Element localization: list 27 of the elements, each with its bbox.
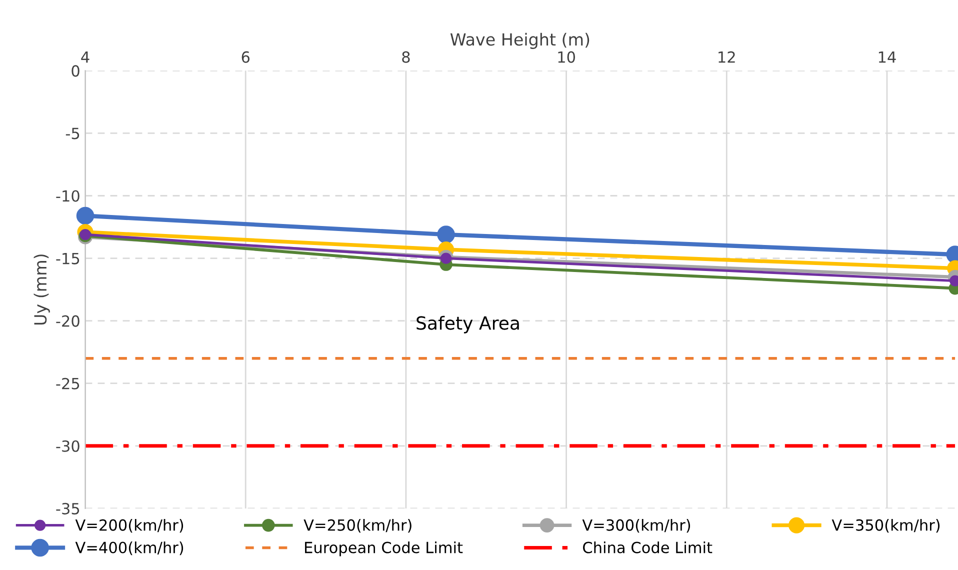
point <box>76 206 94 225</box>
x-tick-label: 4 <box>81 52 90 63</box>
point <box>437 226 455 244</box>
x-tick-label: 10 <box>558 51 575 63</box>
legend-label: V=350(km/hr) <box>832 519 940 533</box>
annotation: Safety Area <box>416 316 519 334</box>
x-tick-label: 6 <box>242 51 250 63</box>
legend-label: V=200(km/hr) <box>75 519 184 533</box>
y-tick-label: -20 <box>56 315 80 327</box>
x-axis-title: Wave Height (m) <box>450 32 590 49</box>
x-tick-label: 8 <box>402 51 410 63</box>
x-tick-label: 12 <box>718 51 735 63</box>
y-axis-title: Uy (mm) <box>34 254 50 325</box>
y-tick-label: -35 <box>56 502 80 514</box>
y-tick-label: -15 <box>56 252 80 264</box>
y-tick-label: -25 <box>56 378 80 390</box>
y-tick-label: -10 <box>56 190 80 202</box>
legend-label: V=300(km/hr) <box>582 519 690 533</box>
y-tick-label: -30 <box>56 440 80 452</box>
legend-label: V=400(km/hr) <box>75 541 184 556</box>
legend-label: China Code Limit <box>583 541 712 554</box>
y-tick-label: -5 <box>66 128 80 140</box>
legend-label: European Code Limit <box>305 541 463 556</box>
x-tick-label: 14 <box>878 52 896 63</box>
legend-label: V=250(km/hr) <box>304 519 412 533</box>
point <box>440 252 452 264</box>
y-tick-label: 0 <box>72 65 80 77</box>
